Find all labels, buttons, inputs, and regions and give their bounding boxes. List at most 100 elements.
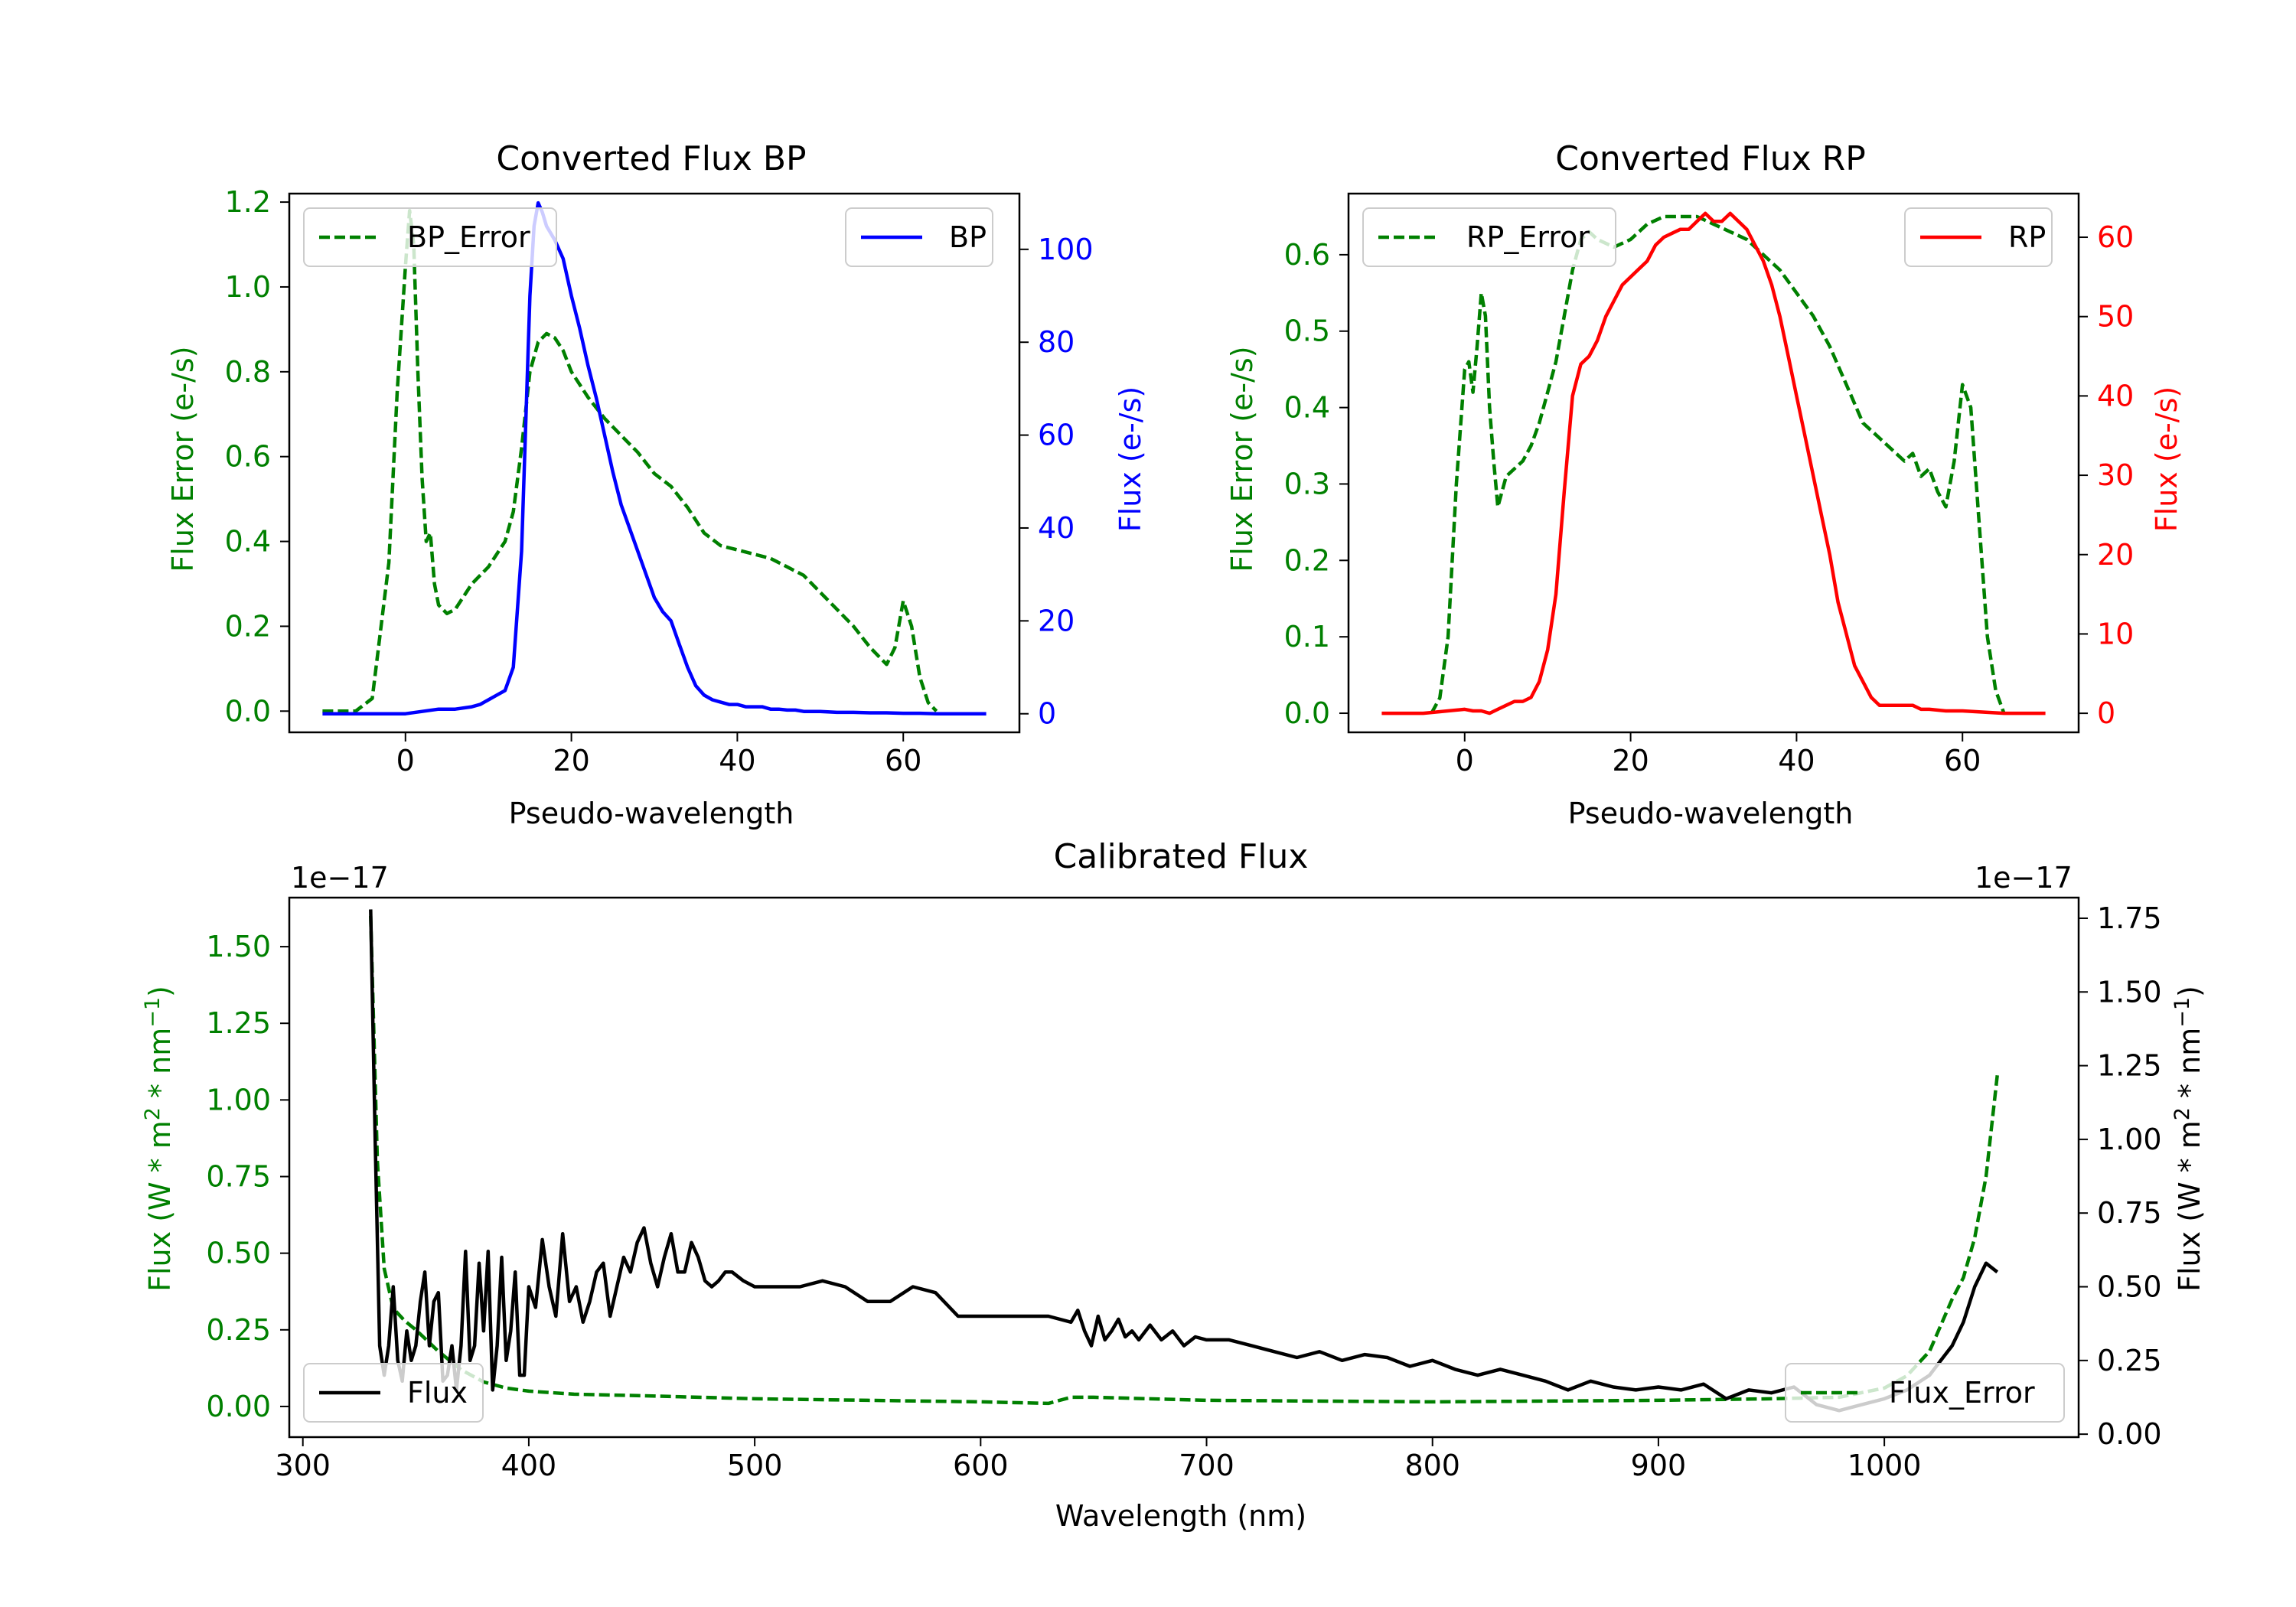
bp-series-bp bbox=[322, 200, 987, 715]
rp-ytick-left-label: 0.0 bbox=[1284, 696, 1330, 730]
rp-ytick-right-label: 0 bbox=[2097, 696, 2115, 730]
bp-ytick-right-label: 80 bbox=[1038, 325, 1075, 359]
rp-ytick-left-label: 0.2 bbox=[1284, 543, 1330, 577]
bp-xtick-label: 0 bbox=[396, 744, 415, 777]
legend-box bbox=[303, 1363, 484, 1423]
bp-ylabel-right: Flux (e-/s) bbox=[1114, 386, 1147, 532]
cal-series-flux bbox=[369, 909, 1999, 1413]
cal-frame bbox=[288, 896, 2080, 1439]
bp-frame bbox=[288, 192, 1021, 734]
rp-ytick-right-label: 40 bbox=[2097, 379, 2134, 412]
rp-ytick-left-label: 0.6 bbox=[1284, 238, 1330, 272]
cal-ytick-right-label: 1.50 bbox=[2097, 975, 2162, 1009]
rp-ytick-right-label: 30 bbox=[2097, 458, 2134, 492]
rp-xtick-label: 60 bbox=[1944, 744, 1981, 777]
cal-xtick-label: 900 bbox=[1631, 1449, 1687, 1482]
rp-xtick-label: 0 bbox=[1456, 744, 1474, 777]
bp-ytick-left-label: 0.4 bbox=[225, 525, 271, 559]
cal-ytick-right-label: 1.25 bbox=[2097, 1049, 2162, 1083]
cal-xtick-label: 800 bbox=[1404, 1449, 1460, 1482]
cal-ytick-right-label: 0.75 bbox=[2097, 1196, 2162, 1230]
legend-label: Flux bbox=[407, 1376, 468, 1410]
cal-error-legend: Flux_Error bbox=[1785, 1363, 2065, 1423]
legend-label: BP bbox=[949, 220, 987, 254]
rp-error-legend: RP_Error bbox=[1362, 207, 1616, 267]
legend-label: Flux_Error bbox=[1889, 1376, 2035, 1410]
rp-ytick-right-label: 60 bbox=[2097, 220, 2134, 254]
rp-ytick-left-label: 0.3 bbox=[1284, 467, 1330, 500]
rp-frame bbox=[1347, 192, 2080, 734]
bp-xtick-label: 60 bbox=[885, 744, 921, 777]
panel-bp: Converted Flux BP Pseudo-wavelength Flux… bbox=[166, 139, 1147, 830]
bp-ytick-right-label: 60 bbox=[1038, 419, 1075, 452]
cal-ytick-left-label: 0.00 bbox=[206, 1390, 271, 1423]
cal-xtick-label: 400 bbox=[501, 1449, 557, 1482]
rp-series-rp bbox=[1381, 211, 2046, 715]
rp-ytick-right-label: 50 bbox=[2097, 300, 2134, 334]
cal-ylabel-left: Flux (W * m2 * nm−1) bbox=[141, 986, 177, 1292]
cal-xlabel: Wavelength (nm) bbox=[1055, 1499, 1306, 1533]
cal-xtick-label: 500 bbox=[727, 1449, 783, 1482]
rp-ytick-left-label: 0.5 bbox=[1284, 315, 1330, 348]
rp-ylabel-right: Flux (e-/s) bbox=[2150, 386, 2183, 532]
cal-xtick-label: 1000 bbox=[1848, 1449, 1922, 1482]
bp-error-legend: BP_Error bbox=[303, 207, 557, 267]
cal-xtick-label: 600 bbox=[953, 1449, 1009, 1482]
rp-ytick-left-label: 0.4 bbox=[1284, 391, 1330, 425]
rp-title: Converted Flux RP bbox=[1555, 139, 1866, 178]
bp-ytick-left-label: 0.6 bbox=[225, 440, 271, 474]
legend-box bbox=[1362, 207, 1616, 267]
bp-ytick-left-label: 0.0 bbox=[225, 694, 271, 728]
rp-xlabel: Pseudo-wavelength bbox=[1568, 797, 1854, 830]
bp-series-bp-error bbox=[322, 208, 938, 713]
bp-xtick-label: 20 bbox=[553, 744, 589, 777]
bp-legend: BP bbox=[845, 207, 993, 267]
cal-xtick-label: 700 bbox=[1179, 1449, 1234, 1482]
bp-ytick-left-label: 0.8 bbox=[225, 355, 271, 389]
cal-ytick-left-label: 0.25 bbox=[206, 1313, 271, 1347]
rp-ylabel-left: Flux Error (e-/s) bbox=[1225, 346, 1259, 572]
bp-title: Converted Flux BP bbox=[496, 139, 806, 178]
cal-ytick-left-label: 1.25 bbox=[206, 1006, 271, 1040]
cal-title: Calibrated Flux bbox=[1054, 837, 1309, 876]
rp-xtick-label: 20 bbox=[1612, 744, 1649, 777]
bp-ytick-right-label: 20 bbox=[1038, 604, 1075, 637]
cal-xtick-label: 300 bbox=[275, 1449, 331, 1482]
rp-legend: RP bbox=[1904, 207, 2053, 267]
cal-plot-area: 300 400 500 600 700 800 900 1000 0.00 0.25 0.50 0.7… bbox=[206, 896, 2162, 1482]
bp-xlabel: Pseudo-wavelength bbox=[509, 797, 794, 830]
cal-series-flux-error bbox=[369, 915, 1999, 1406]
cal-ytick-right-label: 1.00 bbox=[2097, 1123, 2162, 1156]
cal-offset-right: 1e−17 bbox=[1975, 861, 2073, 895]
legend-box bbox=[303, 207, 557, 267]
panel-rp: Converted Flux RP Pseudo-wavelength Flux… bbox=[1225, 139, 2183, 830]
legend-label: RP bbox=[2008, 220, 2046, 254]
legend-label: RP_Error bbox=[1466, 220, 1590, 254]
cal-ytick-left-label: 1.00 bbox=[206, 1083, 271, 1116]
cal-ylabel-right: Flux (W * m2 * nm−1) bbox=[2170, 986, 2206, 1292]
rp-series-rp-error bbox=[1430, 214, 2006, 715]
cal-ytick-left-label: 1.50 bbox=[206, 930, 271, 963]
cal-flux-legend: Flux bbox=[303, 1363, 484, 1423]
bp-ylabel-left: Flux Error (e-/s) bbox=[166, 346, 200, 572]
cal-ytick-right-label: 1.75 bbox=[2097, 901, 2162, 935]
bp-ytick-right-label: 40 bbox=[1038, 511, 1075, 545]
bp-ytick-right-label: 0 bbox=[1038, 697, 1056, 731]
rp-ytick-right-label: 20 bbox=[2097, 538, 2134, 572]
rp-ytick-right-label: 10 bbox=[2097, 617, 2134, 650]
panel-calibrated: Calibrated Flux Wavelength (nm) 1e−17 1e… bbox=[141, 837, 2206, 1533]
bp-plot-area: 0 20 40 60 0.0 0.2 0.4 0.6 0.8 1.0 1.2 0 20 40 60 80 100 bbox=[225, 185, 1094, 777]
bp-ytick-left-label: 0.2 bbox=[225, 609, 271, 643]
cal-offset-left: 1e−17 bbox=[291, 861, 389, 895]
cal-ytick-right-label: 0.50 bbox=[2097, 1270, 2162, 1304]
rp-xtick-label: 40 bbox=[1778, 744, 1815, 777]
bp-ytick-left-label: 1.2 bbox=[225, 185, 271, 219]
rp-plot-area: 0 20 40 60 0.0 0.1 0.2 0.3 0.4 0.5 0.6 0 10 20 30 40 50 6… bbox=[1284, 192, 2134, 777]
legend-label: BP_Error bbox=[407, 220, 530, 254]
bp-ytick-left-label: 1.0 bbox=[225, 270, 271, 304]
cal-ytick-right-label: 0.25 bbox=[2097, 1344, 2162, 1377]
rp-ytick-left-label: 0.1 bbox=[1284, 620, 1330, 654]
cal-ytick-left-label: 0.75 bbox=[206, 1160, 271, 1194]
